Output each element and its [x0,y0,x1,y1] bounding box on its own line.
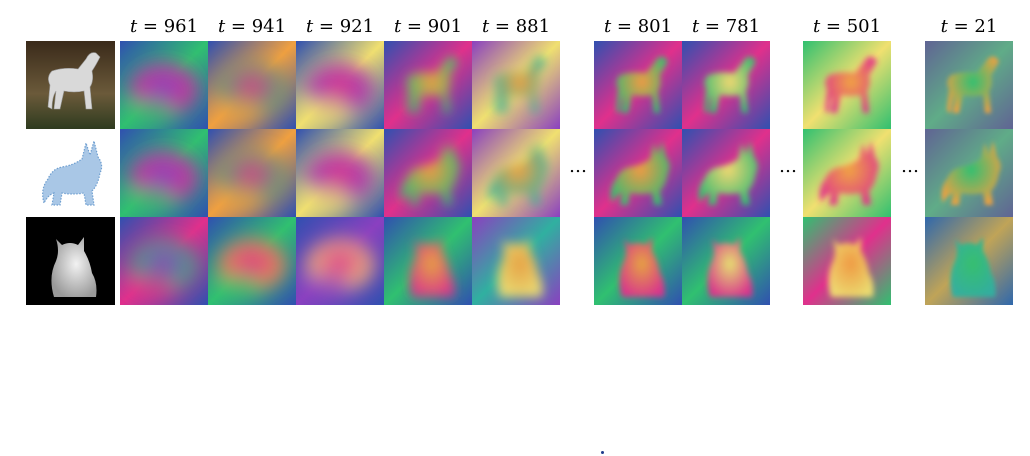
feature-cell-cat-depth-t921 [296,217,384,305]
feature-cell-wolf-mesh-t881 [472,129,560,217]
timestep-variable: t [603,16,612,37]
feature-cell-cat-depth-t781 [682,217,770,305]
feature-cell-cat-depth-t961 [120,217,208,305]
timestep-variable: t [481,16,490,37]
feature-cell-cat-depth-t801 [594,217,682,305]
feature-cell-horse-photo-t941 [208,41,296,129]
timestep-label: t = 961 [114,16,214,38]
timestep-equals: = [947,16,975,37]
feature-cell-wolf-mesh-t781 [682,129,770,217]
feature-cell-wolf-mesh-t961 [120,129,208,217]
timestep-value: 501 [846,16,882,37]
feature-cell-horse-photo-t801 [594,41,682,129]
feature-cell-wolf-mesh-t921 [296,129,384,217]
reference-image-cat-depth [26,217,115,305]
feature-cell-horse-photo-t901 [384,41,472,129]
timestep-variable: t [217,16,226,37]
feature-cell-horse-photo-t881 [472,41,560,129]
feature-cell-cat-depth-t501 [803,217,891,305]
timestep-label: t = 501 [797,16,897,38]
timestep-equals: = [611,16,638,37]
timestep-label: t = 921 [290,16,390,38]
timestep-label: t = 881 [466,16,566,38]
timestep-label: t = 781 [676,16,776,38]
timestep-label: t = 21 [919,16,1019,38]
timestep-variable: t [393,16,402,37]
feature-cell-cat-depth-t21 [925,217,1013,305]
timestep-equals: = [137,16,164,37]
feature-cell-cat-depth-t941 [208,217,296,305]
timestep-equals: = [489,16,516,37]
timestep-label: t = 801 [588,16,688,38]
ellipsis-mark: … [901,156,919,177]
feature-cell-wolf-mesh-t801 [594,129,682,217]
feature-cell-horse-photo-t21 [925,41,1013,129]
feature-cell-cat-depth-t881 [472,217,560,305]
timestep-equals: = [313,16,340,37]
feature-cell-wolf-mesh-t901 [384,129,472,217]
timestep-value: 881 [515,16,551,37]
feature-cell-wolf-mesh-t941 [208,129,296,217]
timestep-variable: t [305,16,314,37]
timestep-value: 941 [251,16,287,37]
timestep-variable: t [129,16,138,37]
timestep-equals: = [225,16,252,37]
reference-image-horse-photo [26,41,115,129]
timestep-variable: t [812,16,821,37]
feature-cell-horse-photo-t501 [803,41,891,129]
timestep-variable: t [940,16,948,37]
timestep-label: t = 901 [378,16,478,38]
timestep-value: 801 [637,16,673,37]
feature-cell-wolf-mesh-t21 [925,129,1013,217]
timestep-value: 781 [725,16,761,37]
feature-cell-horse-photo-t781 [682,41,770,129]
feature-cell-horse-photo-t921 [296,41,384,129]
stray-dot [601,451,604,454]
timestep-label: t = 941 [202,16,302,38]
timestep-value: 901 [427,16,463,37]
timestep-equals: = [820,16,847,37]
timestep-value: 21 [974,16,998,37]
reference-image-wolf-mesh [26,129,115,217]
timestep-variable: t [691,16,700,37]
timestep-value: 961 [163,16,199,37]
timestep-equals: = [699,16,726,37]
timestep-equals: = [401,16,428,37]
feature-cell-cat-depth-t901 [384,217,472,305]
feature-cell-wolf-mesh-t501 [803,129,891,217]
ellipsis-mark: … [569,156,587,177]
timestep-value: 921 [339,16,375,37]
feature-cell-horse-photo-t961 [120,41,208,129]
ellipsis-mark: … [779,156,797,177]
